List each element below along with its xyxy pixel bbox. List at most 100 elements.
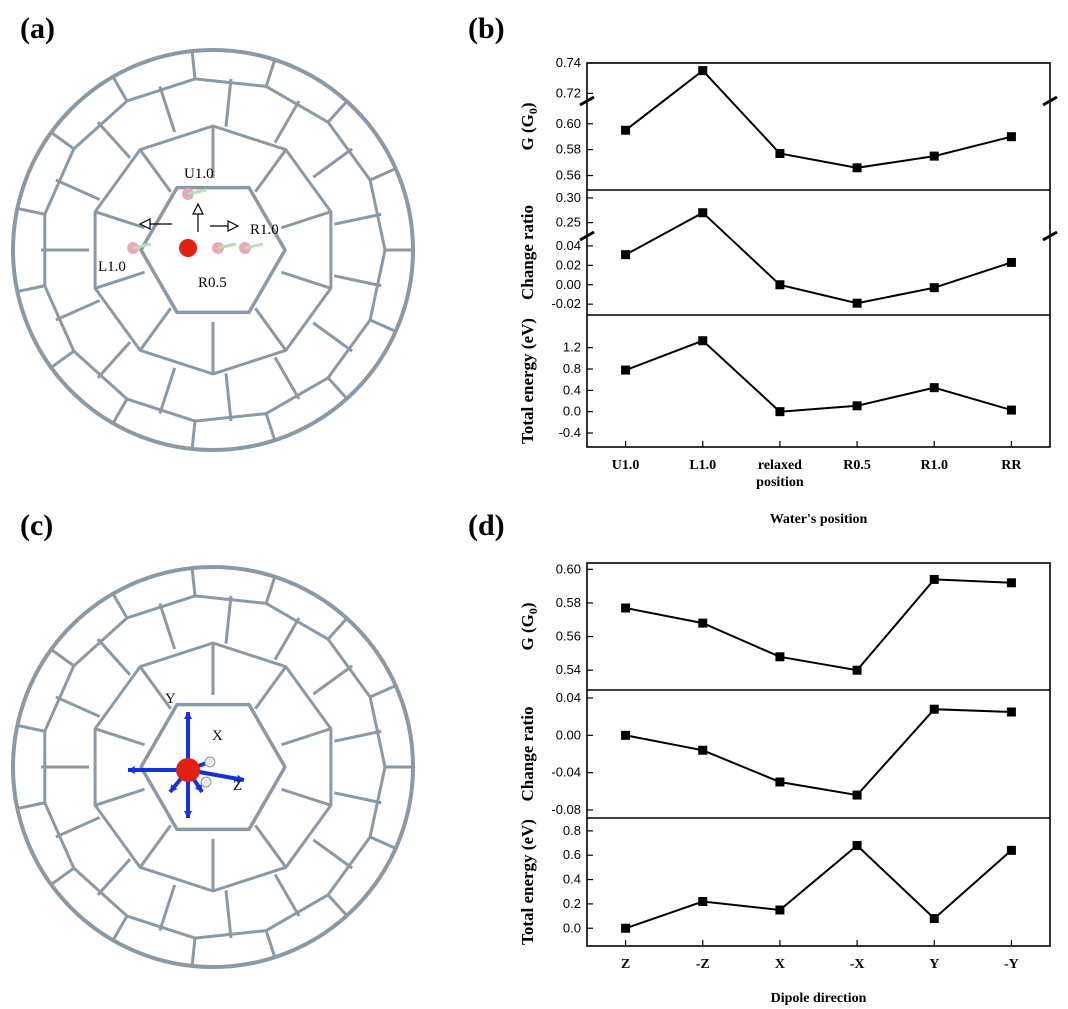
cage-edge xyxy=(264,59,277,87)
dipole-arrow-head xyxy=(236,774,244,783)
plot-frame xyxy=(586,62,1051,448)
data-point xyxy=(698,745,708,755)
data-point xyxy=(698,618,708,628)
y-tick-label: 0.04 xyxy=(556,690,581,705)
oxygen-atom xyxy=(179,239,197,257)
cage-edge xyxy=(96,341,132,379)
data-point xyxy=(1006,707,1016,717)
data-point xyxy=(621,603,631,613)
cage-edge xyxy=(55,695,101,718)
cage-edge xyxy=(55,299,101,322)
cage-edge xyxy=(333,729,382,743)
panel-label-c: (c) xyxy=(20,509,53,542)
x-tick-label: -Z xyxy=(696,957,710,972)
cage-edge xyxy=(55,816,101,839)
cage-edge xyxy=(50,866,75,886)
data-point xyxy=(929,151,939,161)
y-axis-label: G (G0) xyxy=(518,602,540,650)
cage-edge xyxy=(312,321,354,353)
cage-edge xyxy=(158,367,177,415)
x-tick-label: relaxed xyxy=(758,458,802,473)
x-tick-label: Y xyxy=(929,957,939,972)
axis-label: Z xyxy=(233,778,242,794)
cage-edge xyxy=(94,787,145,807)
data-point xyxy=(929,574,939,584)
data-point xyxy=(929,914,939,924)
dipole-arrow-head xyxy=(194,784,202,792)
data-point xyxy=(621,923,631,933)
cage-edge xyxy=(111,76,129,102)
cage-edge xyxy=(369,684,397,699)
axis-label: X xyxy=(212,728,223,744)
y-tick-label: 0.6 xyxy=(563,847,581,862)
cage-edge xyxy=(224,78,233,127)
cage-ring xyxy=(139,702,287,832)
data-point xyxy=(929,704,939,714)
fullerene-cage-c xyxy=(11,565,415,969)
cage-edge xyxy=(111,593,129,619)
axis-break-mark xyxy=(1042,95,1058,107)
cage-edge xyxy=(190,937,197,967)
data-point xyxy=(621,125,631,135)
y-axis-label: Change ratio xyxy=(518,707,537,802)
cage-edge xyxy=(224,890,233,939)
data-point xyxy=(621,250,631,260)
y-tick-label: 0.8 xyxy=(563,361,581,376)
cage-edge xyxy=(281,787,332,807)
y-tick-label: 0.00 xyxy=(556,727,581,742)
cage-edge xyxy=(50,131,75,151)
x-axis-label: Dipole direction xyxy=(771,991,867,1006)
hydrogen-atom xyxy=(200,776,212,788)
cage-edge xyxy=(17,801,46,811)
cage-edge xyxy=(264,930,277,958)
data-point xyxy=(698,66,708,76)
cage-edge xyxy=(55,178,101,201)
cage-edge xyxy=(254,307,288,352)
y-tick-label: 0.74 xyxy=(556,55,581,70)
y-axis-label: Total energy (eV) xyxy=(518,318,537,444)
position-label: L1.0 xyxy=(98,259,126,275)
cage-ring xyxy=(139,185,287,315)
y-tick-label: -0.08 xyxy=(551,802,581,817)
water-dipole-c: Y X Z xyxy=(128,691,245,818)
position-label: R0.5 xyxy=(198,275,227,291)
data-point xyxy=(1006,845,1016,855)
x-tick-label: L1.0 xyxy=(689,458,716,473)
dipole-arrow-head xyxy=(183,811,193,818)
data-point xyxy=(929,283,939,293)
y-tick-label: 1.2 xyxy=(563,340,581,355)
cage-edge xyxy=(281,727,332,747)
chart-d: 0.60 0.58 0.56 0.54 G (G0) 0.04 0.00 -0.04 -0.08… xyxy=(518,561,1051,1006)
cage-edge xyxy=(333,212,382,226)
cage-edge xyxy=(17,284,46,294)
cage-edge xyxy=(138,665,172,710)
y-tick-label: 0.58 xyxy=(556,142,581,157)
cage-edge xyxy=(312,664,354,696)
y-tick-label: 0.4 xyxy=(563,382,581,397)
y-tick-label: 0.25 xyxy=(556,215,581,230)
series-line xyxy=(625,578,1012,672)
right-arrow-head xyxy=(227,220,240,232)
cage-edge xyxy=(273,873,301,917)
data-point xyxy=(621,730,631,740)
y-tick-label: 0.00 xyxy=(556,277,581,292)
data-point xyxy=(852,401,862,411)
y-tick-label: 0.60 xyxy=(556,561,581,576)
cage-edge xyxy=(138,824,172,869)
cage-edge xyxy=(111,398,129,424)
cage-edge xyxy=(94,270,145,290)
cage-edge xyxy=(281,210,332,230)
x-tick-label: U1.0 xyxy=(612,458,640,473)
y-tick-label: 0.72 xyxy=(556,85,581,100)
cage-edge xyxy=(158,602,177,650)
cage-edge xyxy=(326,376,348,400)
series-line xyxy=(625,211,1012,305)
cage-edge xyxy=(369,318,397,333)
cage-edge xyxy=(158,85,177,133)
data-point xyxy=(698,896,708,906)
cage-edge xyxy=(138,307,172,352)
y-tick-label: 0.04 xyxy=(556,238,581,253)
data-point xyxy=(1006,257,1016,267)
x-tick-label: R0.5 xyxy=(843,458,871,473)
cage-edge xyxy=(369,167,397,182)
